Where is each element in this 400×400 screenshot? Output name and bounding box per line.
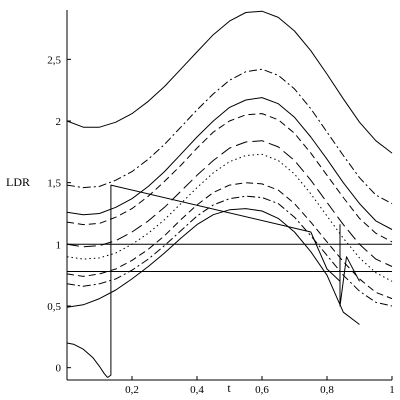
series-line-9 [66, 208, 360, 325]
y-ticks: 0 0,5 1 1,5 2 2,5 [47, 54, 71, 375]
y-tick-label-5: 2 [56, 116, 62, 128]
series-line-4 [66, 113, 393, 243]
y-tick-label-4: 1,5 [47, 178, 61, 190]
x-ticks: 0,2 0,4 0,6 0,8 1 [125, 376, 395, 396]
series-line-11 [66, 342, 108, 378]
x-tick-label-1: 0,2 [125, 384, 139, 396]
y-tick-label-3: 1 [56, 239, 62, 251]
series-line-6 [66, 153, 393, 282]
y-tick-label-1: 0 [56, 363, 62, 375]
series-line-10 [107, 184, 360, 378]
y-tick-label-6: 2,5 [47, 54, 61, 66]
series-line-7 [66, 182, 393, 300]
series-line-2 [66, 68, 393, 205]
series-line-5 [66, 140, 393, 267]
plot-series [66, 10, 393, 378]
x-tick-label-5: 1 [389, 384, 395, 396]
x-tick-label-3: 0,6 [255, 384, 269, 396]
y-axis-label: LDR [6, 175, 30, 189]
x-tick-label-2: 0,4 [190, 384, 204, 396]
x-axis-label: t [227, 381, 231, 395]
series-line-1 [66, 10, 393, 154]
x-tick-label-4: 0,8 [320, 384, 334, 396]
series-line-3 [66, 97, 393, 230]
y-tick-label-2: 0,5 [47, 301, 61, 313]
